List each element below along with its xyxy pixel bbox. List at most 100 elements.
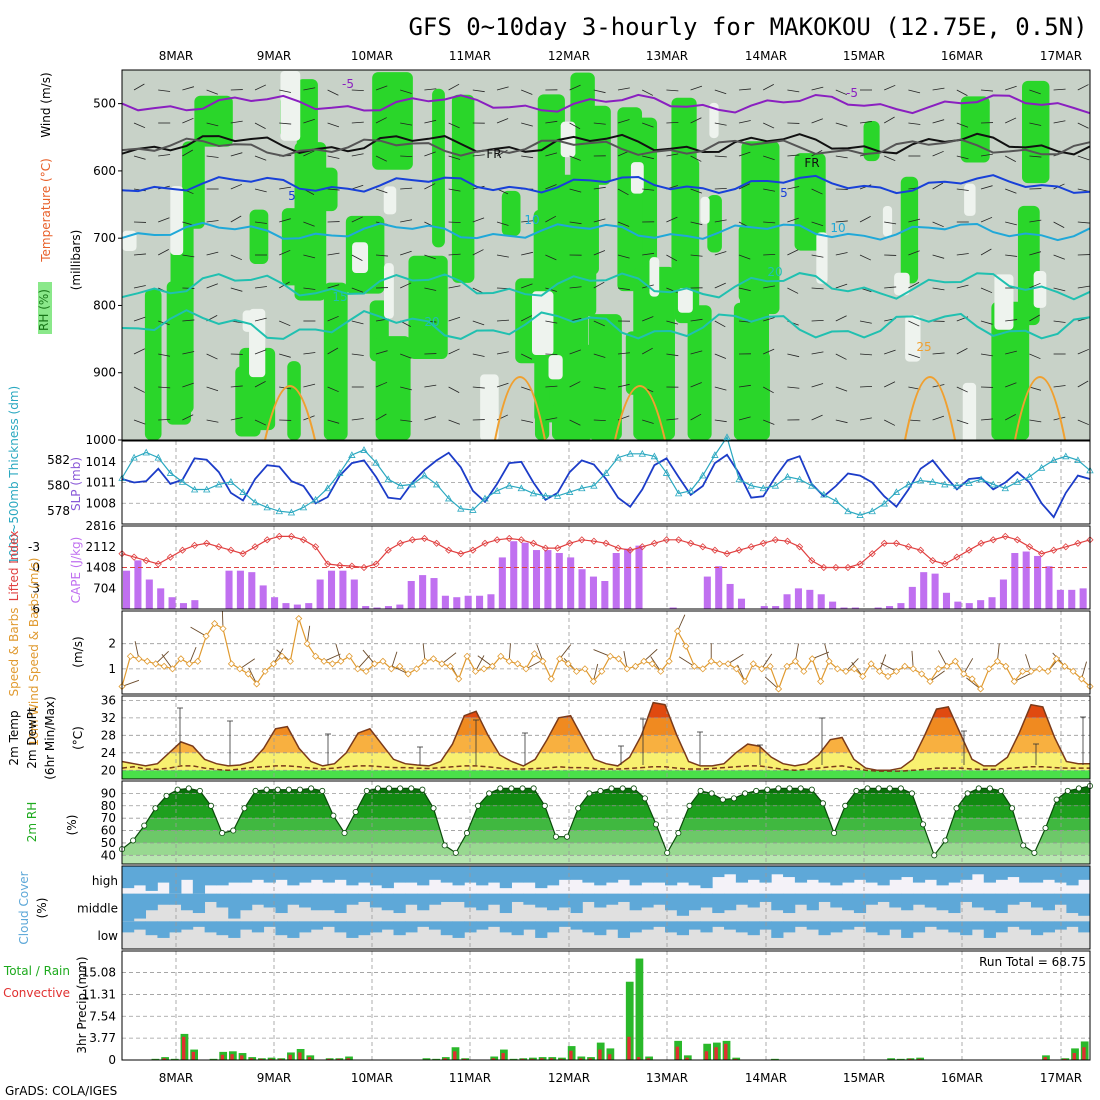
cloud-bar-middle [251, 893, 265, 905]
wind-barb [908, 320, 920, 327]
cape-bar [942, 592, 951, 609]
rh-tick-label: 90 [101, 786, 116, 800]
cape-bar [669, 607, 677, 609]
cool-band [122, 770, 1090, 779]
wind-barb [763, 386, 774, 394]
precip-conv-bar [675, 1046, 680, 1060]
cloud-bar-low [428, 921, 442, 930]
wind-barb [956, 188, 969, 191]
wind-barb [279, 122, 292, 125]
thickness-point [541, 492, 550, 499]
wind-speed-point [379, 657, 387, 665]
li-point [348, 562, 356, 570]
wind-barb [956, 122, 969, 128]
thickness-point [759, 484, 767, 492]
wind-barb [761, 653, 773, 670]
rh-dry-patch [894, 272, 910, 296]
wind-speed-point [126, 652, 134, 660]
wind-speed-point [345, 652, 353, 660]
li-point [1074, 539, 1082, 547]
rh-point [808, 786, 815, 793]
rh-point [530, 785, 537, 792]
cloud-bar-high [251, 866, 265, 880]
wind-barb [448, 419, 460, 425]
cloud-bar-middle [346, 893, 359, 905]
wind-barb [963, 658, 974, 675]
li-point [638, 543, 646, 551]
panel-frame [121, 610, 1091, 695]
rh-point [219, 830, 226, 837]
wind-barb [617, 221, 630, 227]
rh-point [452, 849, 459, 856]
rh2m-unit-label: (%) [65, 815, 79, 836]
cloud-bar-low [912, 921, 926, 933]
thickness-point [203, 485, 211, 493]
cape-bar [145, 579, 153, 609]
temp-tick-label: 28 [101, 728, 116, 742]
wind-speed-point [446, 662, 454, 670]
wind-barb [230, 120, 243, 124]
cloud-bar-low [216, 921, 229, 936]
li-axis-label: Lifted Index [7, 531, 21, 602]
wind-barb [763, 253, 776, 256]
cloud-bar-high [122, 866, 135, 889]
precip-total-label: Total / Rain [3, 964, 70, 978]
thickness-point [493, 486, 501, 494]
rh-point [419, 786, 426, 793]
wind-barb [956, 89, 968, 96]
wind-speed-point [648, 660, 656, 668]
thickness-point [190, 485, 199, 493]
rh-moist-patch [534, 371, 550, 440]
wind-speed-point [471, 667, 480, 675]
li-point [239, 550, 247, 558]
cloud-bar-low [381, 921, 394, 930]
precip-conv-bar [462, 1058, 467, 1060]
wind-speed-point [707, 657, 715, 665]
cloud-bar-high [287, 866, 300, 886]
precip-conv-bar [559, 1058, 563, 1060]
wind-barb [133, 419, 146, 425]
wind-barb [448, 155, 461, 160]
rh-point [541, 802, 548, 809]
cape-bar [464, 595, 472, 609]
cloud-bar-high [606, 866, 619, 883]
wind-barb [642, 89, 654, 96]
cloud-bar-low [594, 921, 607, 936]
wind-barb [666, 254, 678, 262]
wind-barb [254, 221, 267, 224]
wind-speed-point [320, 657, 328, 665]
cape-li-panel: 704 1408 2112 2816 -3 0 3 6 Lifted Index CAPE (J/… [7, 519, 1094, 616]
cloud-bar-high [983, 866, 996, 883]
li-point [989, 536, 997, 544]
cloud-bar-low [535, 921, 548, 938]
cloud-bar-middle [535, 893, 548, 908]
cloud-bar-low [523, 921, 536, 930]
wind-speed-point [370, 660, 379, 668]
wind-barb [966, 677, 981, 690]
li-point [469, 546, 477, 554]
cape-bar [1068, 589, 1076, 609]
wind-barb [521, 122, 533, 127]
wind-speed-point [598, 667, 606, 675]
rh-moist-patch [182, 141, 205, 229]
cloud-bar-middle [558, 893, 571, 908]
cape-bar [1022, 551, 1030, 609]
rh-point [130, 837, 137, 844]
panel-background [122, 951, 1090, 1060]
rh-point [152, 805, 159, 812]
wind-barb [351, 153, 364, 157]
wind-barb [133, 316, 146, 322]
thickness-tick-label: 580 [47, 479, 70, 493]
wind-barb [617, 188, 629, 196]
temp2m-panel: 20 24 28 32 36 2m Temp 2m DewPt (6hr Min/Max) (°… [7, 693, 1091, 780]
thickness-point [299, 503, 308, 511]
wind-barb [666, 216, 678, 223]
wind-barb [254, 317, 267, 322]
wind-barb [980, 353, 993, 357]
wind-barb [472, 249, 484, 256]
thickness-point [227, 478, 235, 485]
rh-point [408, 785, 415, 792]
wind-barb [859, 216, 871, 223]
precip-conv-label: Convective [3, 986, 70, 1000]
cloud-bar-middle [440, 893, 453, 902]
